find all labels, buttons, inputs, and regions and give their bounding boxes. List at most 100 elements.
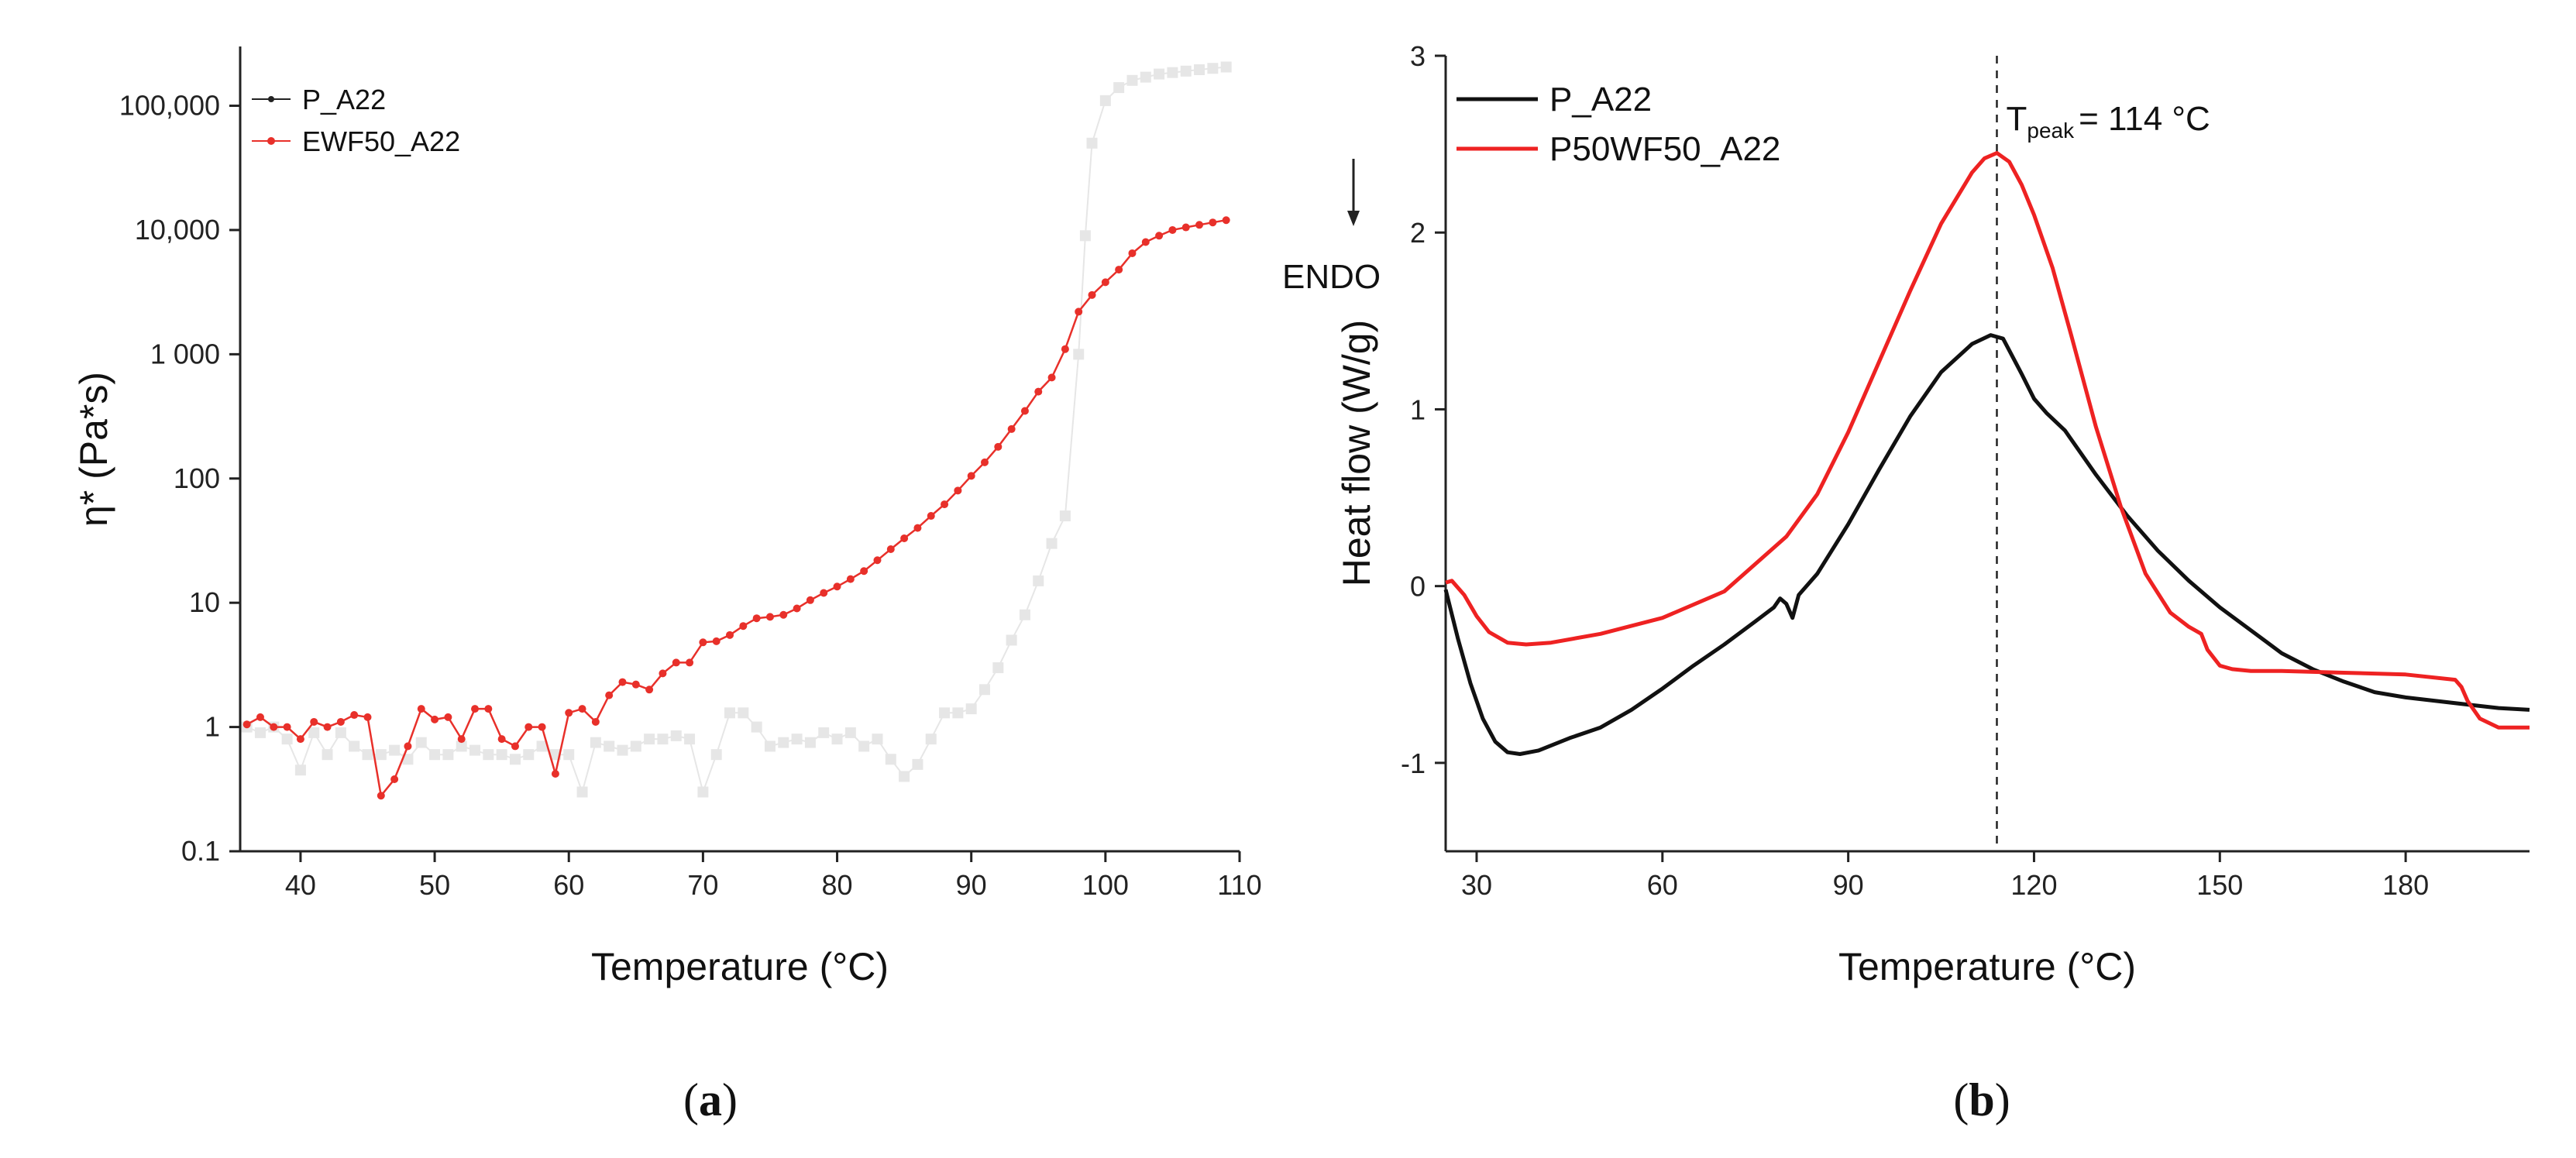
data-point-ewf50-a22-59: [1034, 387, 1043, 396]
data-point-p-a22-56: [992, 662, 1004, 674]
data-point-ewf50-a22-66: [1128, 249, 1137, 257]
data-point-ewf50-a22-50: [913, 524, 922, 532]
series-line-ewf50-a22: [246, 218, 1226, 799]
data-point-ewf50-a22-5: [310, 717, 318, 726]
data-point-ewf50-a22-9: [363, 713, 372, 721]
data-point-ewf50-a22-32: [672, 658, 680, 667]
data-point-ewf50-a22-36: [726, 631, 734, 639]
data-point-ewf50-a22-13: [417, 705, 425, 713]
panel-a-x-tick-label-80: 80: [822, 869, 853, 901]
data-point-ewf50-a22-37: [739, 622, 748, 631]
data-point-p-a22-51: [925, 734, 937, 745]
peak-temperature-label: Tpeak = 114 °C: [2006, 100, 2210, 143]
data-point-ewf50-a22-4: [296, 735, 304, 744]
data-point-ewf50-a22-54: [967, 472, 975, 480]
data-point-p-a22-62: [1073, 349, 1085, 360]
panel-b-y-axis-label: Heat flow (W/g): [1335, 320, 1378, 587]
data-point-ewf50-a22-67: [1141, 238, 1150, 246]
legend-marker-ewf50-a22: [267, 137, 275, 145]
data-point-p-a22-29: [630, 741, 641, 752]
legend-label-p50wf50-a22: P50WF50_A22: [1549, 130, 1780, 168]
data-point-ewf50-a22-56: [994, 442, 1003, 451]
data-point-ewf50-a22-43: [820, 589, 828, 597]
legend-marker-p-a22: [268, 96, 274, 102]
data-point-ewf50-a22-7: [336, 717, 345, 726]
data-point-ewf50-a22-71: [1195, 221, 1204, 229]
data-point-ewf50-a22-19: [497, 735, 506, 744]
data-point-p-a22-24: [563, 749, 575, 761]
panel-a-y-axis-label: η* (Pa*s): [72, 372, 115, 527]
data-point-ewf50-a22-24: [565, 709, 573, 717]
data-point-ewf50-a22-65: [1115, 266, 1123, 274]
data-point-p-a22-11: [389, 744, 401, 756]
peak-t-letter: T: [2006, 100, 2027, 138]
data-point-p-a22-20: [509, 754, 521, 765]
data-point-ewf50-a22-46: [860, 567, 868, 576]
data-point-p-a22-47: [872, 734, 883, 745]
data-point-p-a22-45: [844, 727, 856, 738]
data-point-p-a22-49: [899, 771, 910, 782]
data-point-ewf50-a22-69: [1168, 225, 1177, 234]
data-point-p-a22-60: [1046, 538, 1058, 549]
data-point-ewf50-a22-48: [886, 545, 895, 553]
data-point-p-a22-19: [496, 749, 507, 761]
data-point-ewf50-a22-12: [404, 742, 412, 751]
data-point-ewf50-a22-16: [457, 735, 466, 744]
endo-annotation: ENDO: [1282, 159, 1381, 296]
data-point-p-a22-37: [738, 707, 749, 719]
data-point-p-a22-14: [429, 749, 441, 761]
data-point-ewf50-a22-33: [686, 658, 694, 667]
data-point-p-a22-17: [469, 744, 481, 756]
data-point-p-a22-6: [322, 749, 333, 761]
data-point-ewf50-a22-51: [927, 512, 935, 521]
panel-a-y-tick-label-6: 100,000: [119, 90, 220, 122]
panel-b-y-tick-label-3: 2: [1410, 217, 1426, 249]
data-point-p-a22-27: [604, 741, 615, 752]
data-point-p-a22-25: [576, 786, 588, 798]
data-point-ewf50-a22-63: [1088, 290, 1096, 299]
panel-a-x-axis-label: Temperature (°C): [591, 945, 889, 988]
panel-b-y-ticks: -1 0 1 2 3: [1401, 40, 1446, 779]
data-point-ewf50-a22-61: [1061, 345, 1069, 353]
panel-b-y-tick-label-0: -1: [1401, 747, 1426, 779]
panel-b-series: [1443, 151, 2530, 756]
panel-b-x-tick-label-150: 150: [2196, 869, 2243, 901]
data-point-p-a22-59: [1033, 575, 1044, 586]
panel-a-y-tick-label-3: 100: [174, 462, 220, 494]
panel-a-x-tick-label-70: 70: [687, 869, 718, 901]
data-point-p-a22-32: [670, 730, 682, 741]
data-point-p-a22-46: [858, 741, 870, 752]
data-point-ewf50-a22-10: [377, 792, 385, 800]
data-point-ewf50-a22-64: [1101, 278, 1109, 287]
data-point-p-a22-64: [1086, 137, 1098, 149]
data-point-p-a22-43: [818, 727, 830, 738]
panel-a-y-ticks: 0.1 1 10 100 1 000 10,000 100,000: [119, 90, 240, 867]
data-point-p-a22-72: [1194, 64, 1205, 76]
panel-b-legend: P_A22 P50WF50_A22: [1457, 81, 1780, 168]
data-point-ewf50-a22-39: [765, 613, 774, 621]
data-point-ewf50-a22-11: [390, 775, 399, 783]
data-point-p-a22-8: [349, 741, 360, 752]
heat-flow-chart-panel: 30 60 90 120 150 180 -1 0 1 2 3 P_A22 P50WF50_A22…: [1282, 40, 2530, 1125]
data-point-ewf50-a22-73: [1222, 216, 1230, 225]
data-point-p-a22-73: [1207, 63, 1219, 74]
panel-a-y-tick-label-5: 10,000: [135, 214, 220, 246]
panel-a-caption: (a): [683, 1074, 738, 1125]
panel-b-x-axis-label: Temperature (°C): [1838, 945, 2136, 988]
peak-value: = 114 °C: [2079, 100, 2210, 138]
data-point-p-a22-58: [1019, 609, 1030, 620]
data-point-ewf50-a22-68: [1155, 232, 1164, 240]
panel-a-y-tick-label-1: 1: [205, 711, 220, 743]
data-point-ewf50-a22-38: [752, 614, 761, 623]
legend-label-p-a22-dsc: P_A22: [1549, 81, 1652, 119]
data-point-ewf50-a22-2: [270, 723, 278, 731]
data-point-ewf50-a22-22: [538, 723, 546, 731]
panel-a-x-ticks: 40 50 60 70 80 90 100 110: [285, 851, 1262, 901]
panel-b-x-tick-label-60: 60: [1647, 869, 1678, 901]
data-point-ewf50-a22-44: [833, 582, 841, 591]
data-point-ewf50-a22-57: [1007, 424, 1016, 433]
data-point-p-a22-74: [1220, 61, 1232, 73]
data-point-p-a22-9: [362, 749, 373, 761]
panel-a-y-tick-label-4: 1 000: [150, 338, 220, 369]
data-point-ewf50-a22-14: [431, 715, 439, 723]
